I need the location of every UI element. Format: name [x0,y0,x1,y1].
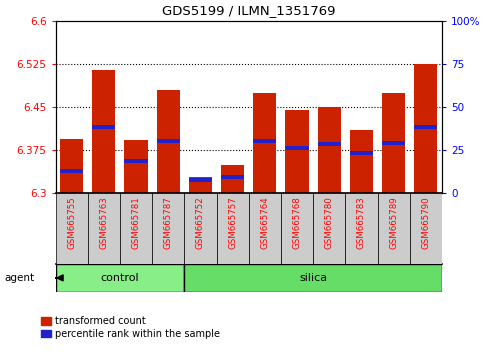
Bar [185,193,216,264]
Bar [410,193,442,264]
Bar [125,140,148,193]
Bar [189,177,212,193]
Bar [125,159,148,164]
Bar [92,125,115,129]
Text: agent: agent [5,273,35,283]
Text: GSM665757: GSM665757 [228,196,237,249]
Title: GDS5199 / ILMN_1351769: GDS5199 / ILMN_1351769 [162,4,336,17]
Bar [350,151,373,155]
Bar [249,193,281,264]
Bar [185,264,442,292]
Text: GSM665790: GSM665790 [421,196,430,249]
Bar [318,107,341,193]
Bar [253,93,276,193]
Legend: transformed count, percentile rank within the sample: transformed count, percentile rank withi… [41,316,220,339]
Bar [56,193,88,264]
Bar [92,70,115,193]
Text: GSM665752: GSM665752 [196,196,205,249]
Bar [88,193,120,264]
Text: GSM665783: GSM665783 [357,196,366,249]
Bar [281,193,313,264]
Bar [60,169,83,173]
Bar [156,139,180,143]
Text: GSM665789: GSM665789 [389,196,398,249]
Bar [285,110,309,193]
Text: control: control [100,273,139,283]
Bar [221,175,244,179]
Text: GSM665781: GSM665781 [131,196,141,249]
Bar [216,193,249,264]
Text: GSM665755: GSM665755 [67,196,76,249]
Bar [120,193,152,264]
Bar [285,146,309,150]
Bar [56,264,185,292]
Text: GSM665780: GSM665780 [325,196,334,249]
Bar [382,93,405,193]
Bar [189,178,212,182]
Text: GSM665764: GSM665764 [260,196,270,249]
Bar [60,138,83,193]
Bar [378,193,410,264]
Text: GSM665768: GSM665768 [293,196,301,249]
Text: silica: silica [299,273,327,283]
Bar [350,130,373,193]
Bar [156,90,180,193]
Text: GSM665787: GSM665787 [164,196,173,249]
Bar [253,139,276,143]
Bar [313,193,345,264]
Bar [221,165,244,193]
Bar [318,142,341,146]
Bar [382,141,405,144]
Text: GSM665763: GSM665763 [99,196,108,249]
Bar [414,64,438,193]
Bar [414,125,438,129]
Bar [345,193,378,264]
Bar [152,193,185,264]
